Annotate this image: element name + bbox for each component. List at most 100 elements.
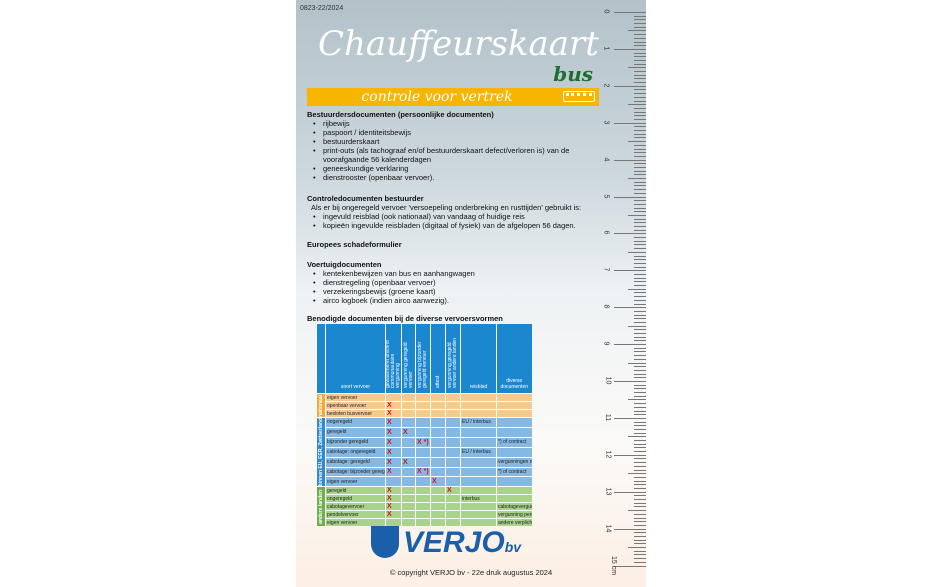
ruler-tick: [634, 155, 646, 157]
ruler-tick: [634, 506, 646, 508]
section: Europees schadeformulier: [307, 240, 597, 249]
table-cell: [415, 502, 431, 511]
ruler-tick: [634, 458, 646, 460]
table-cell: vergunningen regionale autoriteiten: [496, 456, 532, 468]
table-cell: [460, 393, 497, 402]
table-title: Benodigde documenten bij de diverse verv…: [307, 314, 503, 323]
ruler-tick: [628, 141, 646, 143]
table-row: cabotage: bijzonder geregeld X X *) *) of c…: [316, 466, 532, 477]
table-row: andere landen geregeld X X: [316, 486, 532, 527]
ruler-tick: [614, 307, 646, 309]
table-cell: [460, 518, 497, 527]
ruler-tick: [634, 406, 646, 408]
card-title: Chauffeurskaart: [318, 24, 599, 64]
table-cell: [401, 436, 416, 448]
section-heading: Europees schadeformulier: [307, 240, 402, 249]
ruler-tick: [634, 336, 646, 338]
ruler-tick: [628, 510, 646, 512]
table-cell: X: [445, 486, 461, 495]
ruler-number: 13: [604, 487, 612, 496]
ruler-tick: [634, 78, 646, 80]
ruler-tick: [634, 259, 646, 261]
ruler-tick: [634, 299, 646, 301]
table-cell: X: [385, 502, 402, 511]
ruler-tick: [634, 111, 646, 113]
list-item: geneeskundige verklaring: [313, 164, 597, 173]
table-cell: [430, 401, 446, 410]
table-cell: [430, 466, 446, 477]
ruler-tick: [634, 488, 646, 489]
table-cell: [415, 409, 431, 418]
ruler-tick: [634, 19, 646, 21]
table-cell: [415, 456, 431, 468]
ruler-tick: [628, 436, 646, 438]
ruler-tick: [634, 395, 646, 397]
table-cell: [460, 426, 497, 438]
table-cell: bijzonder geregeld: [325, 436, 386, 448]
ruler-tick: [634, 185, 646, 187]
table-cell: [460, 409, 497, 418]
table-cell: X: [401, 426, 416, 438]
table-cell: [496, 401, 532, 410]
ruler-tick: [634, 26, 646, 28]
ruler-tick: [634, 384, 646, 386]
table-cell: [415, 417, 431, 428]
ruler-number: 6: [602, 230, 610, 235]
table-cell: [430, 409, 446, 418]
list-item: rijbewijs: [313, 119, 597, 128]
table-cell: [415, 446, 431, 458]
ruler-tick: [634, 189, 646, 191]
ruler-tick: [634, 115, 646, 117]
table-cell: X: [385, 401, 402, 410]
shield-icon: [371, 526, 399, 558]
table-cell: [430, 417, 446, 428]
ruler-tick: [634, 432, 646, 434]
ruler-tick: [634, 107, 646, 109]
table-cell: [496, 409, 532, 418]
table-cell: [445, 401, 461, 410]
table-cell: cabotage: bijzonder geregeld: [325, 466, 386, 477]
table-cell: [415, 510, 431, 519]
table-cell: cabotagevervoer: [325, 502, 386, 511]
list-item: bestuurderskaart: [313, 137, 597, 146]
table-cell: X: [385, 426, 402, 438]
ruler-tick: [634, 373, 646, 375]
ruler-tick: [634, 521, 646, 523]
table-cell: *) of contract: [496, 436, 532, 448]
column-header: reisblad: [460, 324, 497, 394]
ruler-number: 2: [602, 83, 610, 88]
column-header: attest: [430, 324, 446, 394]
ruler-tick: [634, 229, 646, 231]
list-item: dienstregeling (openbaar vervoer): [313, 278, 597, 287]
ruler-tick: [634, 421, 646, 423]
ruler-tick: [634, 262, 646, 264]
ruler-tick: [634, 93, 646, 95]
ruler-tick: [634, 443, 646, 445]
ruler-tick: [634, 15, 646, 17]
table-cell: [401, 494, 416, 503]
ruler-tick: [634, 207, 646, 209]
table-cell: [460, 486, 497, 495]
table-cell: X: [385, 510, 402, 519]
ruler-tick: [634, 410, 646, 412]
table-cell: [496, 417, 532, 428]
ruler-tick: [634, 314, 646, 316]
table-row: eigen vervoer andere verplichte documente…: [316, 518, 532, 527]
ruler-tick: [634, 226, 646, 228]
ruler-tick: [634, 303, 646, 305]
ruler-tick: [634, 71, 646, 73]
ruler-tick: [634, 56, 646, 58]
table-cell: [430, 446, 446, 458]
ruler-tick: [634, 535, 646, 537]
section: Controledocumenten bestuurder Als er bij …: [307, 194, 597, 230]
ruler-tick: [634, 237, 646, 239]
ruler-tick: [634, 240, 646, 242]
table-row: besloten busvervoer X: [316, 409, 532, 418]
ruler-tick: [634, 425, 646, 427]
table-cell: [496, 486, 532, 495]
ruler-tick: [634, 119, 646, 120]
ruler-tick: [628, 178, 646, 180]
ruler-tick: [634, 340, 646, 342]
table-row: cabotage: ongeregeld X EU / interbus: [316, 446, 532, 458]
